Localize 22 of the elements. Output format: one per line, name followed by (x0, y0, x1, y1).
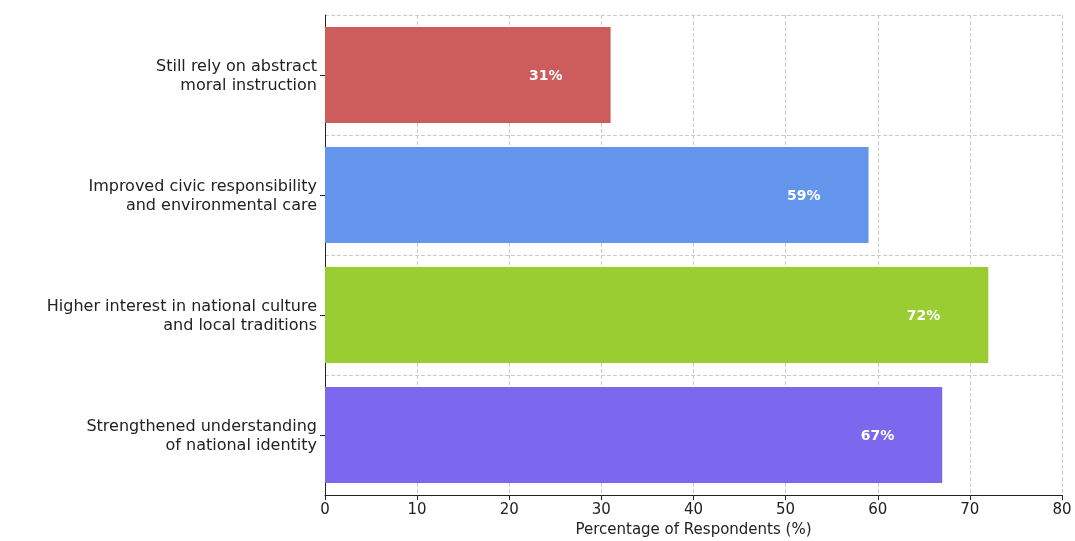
y-tick-label: Improved civic responsibility and environmental care (88, 176, 317, 215)
x-tick-label: 70 (960, 499, 980, 518)
data-label: 31% (529, 67, 563, 84)
x-axis-title: Percentage of Respondents (%) (575, 519, 812, 538)
x-tick-label: 30 (591, 499, 611, 518)
x-tick-label: 40 (683, 499, 704, 518)
x-tick-label: 10 (407, 499, 427, 518)
bar (325, 387, 943, 484)
data-label: 72% (906, 307, 941, 324)
x-tick-label: 20 (499, 499, 519, 518)
x-tick-label: 50 (776, 499, 796, 518)
x-tick-label: 0 (320, 499, 330, 518)
data-label: 67% (860, 427, 895, 444)
bar (325, 27, 611, 124)
y-tick-label: Still rely on abstract moral instruction (156, 56, 317, 95)
y-tick-label: Higher interest in national culture and local traditions (46, 296, 317, 335)
x-tick-label: 80 (1052, 499, 1072, 518)
x-tick-label: 60 (868, 499, 888, 518)
bar (325, 267, 989, 364)
y-tick-label: Strengthened understanding of national identity (86, 416, 317, 455)
bar (325, 147, 869, 244)
data-label: 59% (787, 187, 821, 204)
